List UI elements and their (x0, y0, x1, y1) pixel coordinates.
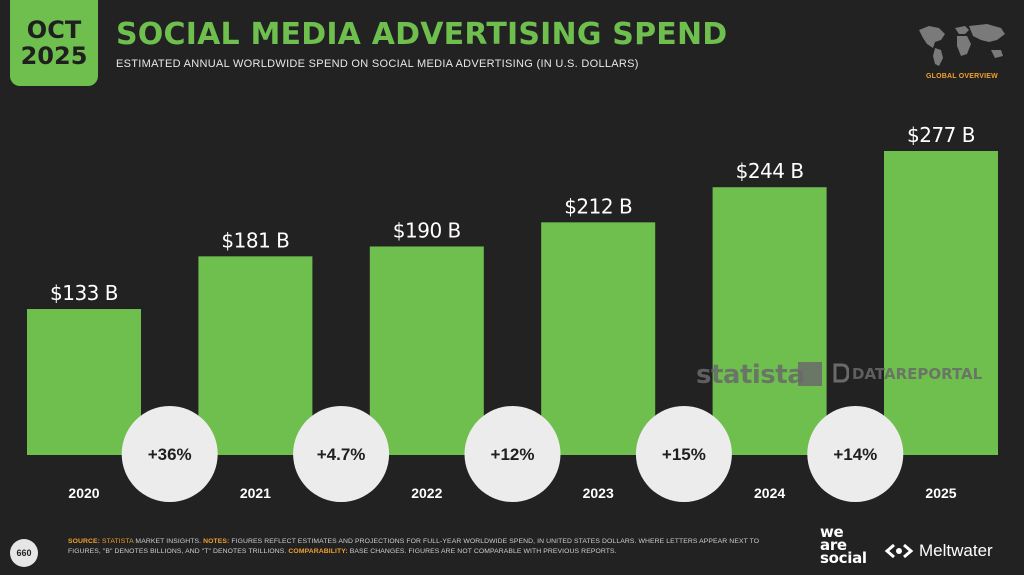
report-month: OCT (26, 16, 82, 44)
logo-line-social: social (820, 549, 867, 567)
logo-line-are: are (820, 536, 847, 554)
bar-value-label: $244 B (736, 159, 804, 183)
world-map-icon (919, 24, 1005, 66)
category-label: 2023 (583, 485, 614, 501)
global-overview-badge: GLOBAL OVERVIEW (926, 73, 998, 80)
source-key: SOURCE: (68, 538, 101, 545)
page-subtitle: ESTIMATED ANNUAL WORLDWIDE SPEND ON SOCI… (116, 58, 639, 70)
comparability-text: BASE CHANGES. FIGURES ARE NOT COMPARABLE… (347, 547, 617, 555)
statista-logo-icon (798, 362, 822, 386)
bar-value-label: $212 B (564, 194, 632, 218)
meltwater-wordmark: Meltwater (919, 541, 993, 560)
category-label: 2021 (240, 485, 271, 501)
statista-watermark: statista (696, 360, 805, 390)
category-label: 2025 (925, 485, 956, 501)
report-date-badge: OCT 2025 (10, 0, 98, 86)
page-number: 660 (10, 539, 38, 567)
growth-label: +4.7% (317, 445, 366, 464)
logo-line-we: we (820, 523, 844, 541)
category-label: 2022 (411, 485, 442, 501)
notes-key: NOTES: (203, 538, 230, 545)
growth-circle (121, 406, 218, 502)
category-label: 2024 (754, 485, 785, 501)
bar-2023 (541, 222, 656, 455)
source-name: STATISTA (102, 538, 134, 545)
report-year: 2025 (20, 42, 88, 70)
growth-circle (293, 406, 390, 502)
source-rest: MARKET INSIGHTS. (133, 538, 202, 545)
category-label: 2020 (68, 485, 99, 501)
meltwater-logo: Meltwater (884, 541, 993, 561)
growth-label: +14% (833, 445, 877, 464)
growth-circle (464, 406, 561, 502)
growth-label: +12% (491, 445, 535, 464)
we-are-social-logo: we are social (820, 523, 867, 567)
bar-value-label: $133 B (50, 281, 118, 305)
bar-value-label: $181 B (221, 228, 289, 252)
comparability-key: COMPARABILITY: (288, 547, 348, 555)
notes-text: FIGURES REFLECT ESTIMATES AND PROJECTION… (68, 538, 760, 555)
page-title: SOCIAL MEDIA ADVERTISING SPEND (116, 17, 728, 52)
growth-label: +15% (662, 445, 706, 464)
growth-circle (635, 406, 732, 502)
bar-value-label: $277 B (907, 123, 975, 147)
bar-2025 (884, 151, 998, 455)
datareportal-logo-icon (833, 363, 849, 383)
bar-2020 (27, 309, 141, 455)
bar-2024 (712, 187, 827, 455)
bar-2022 (369, 246, 484, 455)
growth-label: +36% (148, 445, 192, 464)
bar-2021 (198, 256, 313, 455)
datareportal-watermark: DATAREPORTAL (852, 365, 983, 383)
growth-circle (807, 406, 904, 502)
meltwater-mark-icon (884, 543, 914, 559)
footer-notes: SOURCE: STATISTA MARKET INSIGHTS. NOTES:… (68, 537, 788, 556)
bar-value-label: $190 B (393, 218, 461, 242)
